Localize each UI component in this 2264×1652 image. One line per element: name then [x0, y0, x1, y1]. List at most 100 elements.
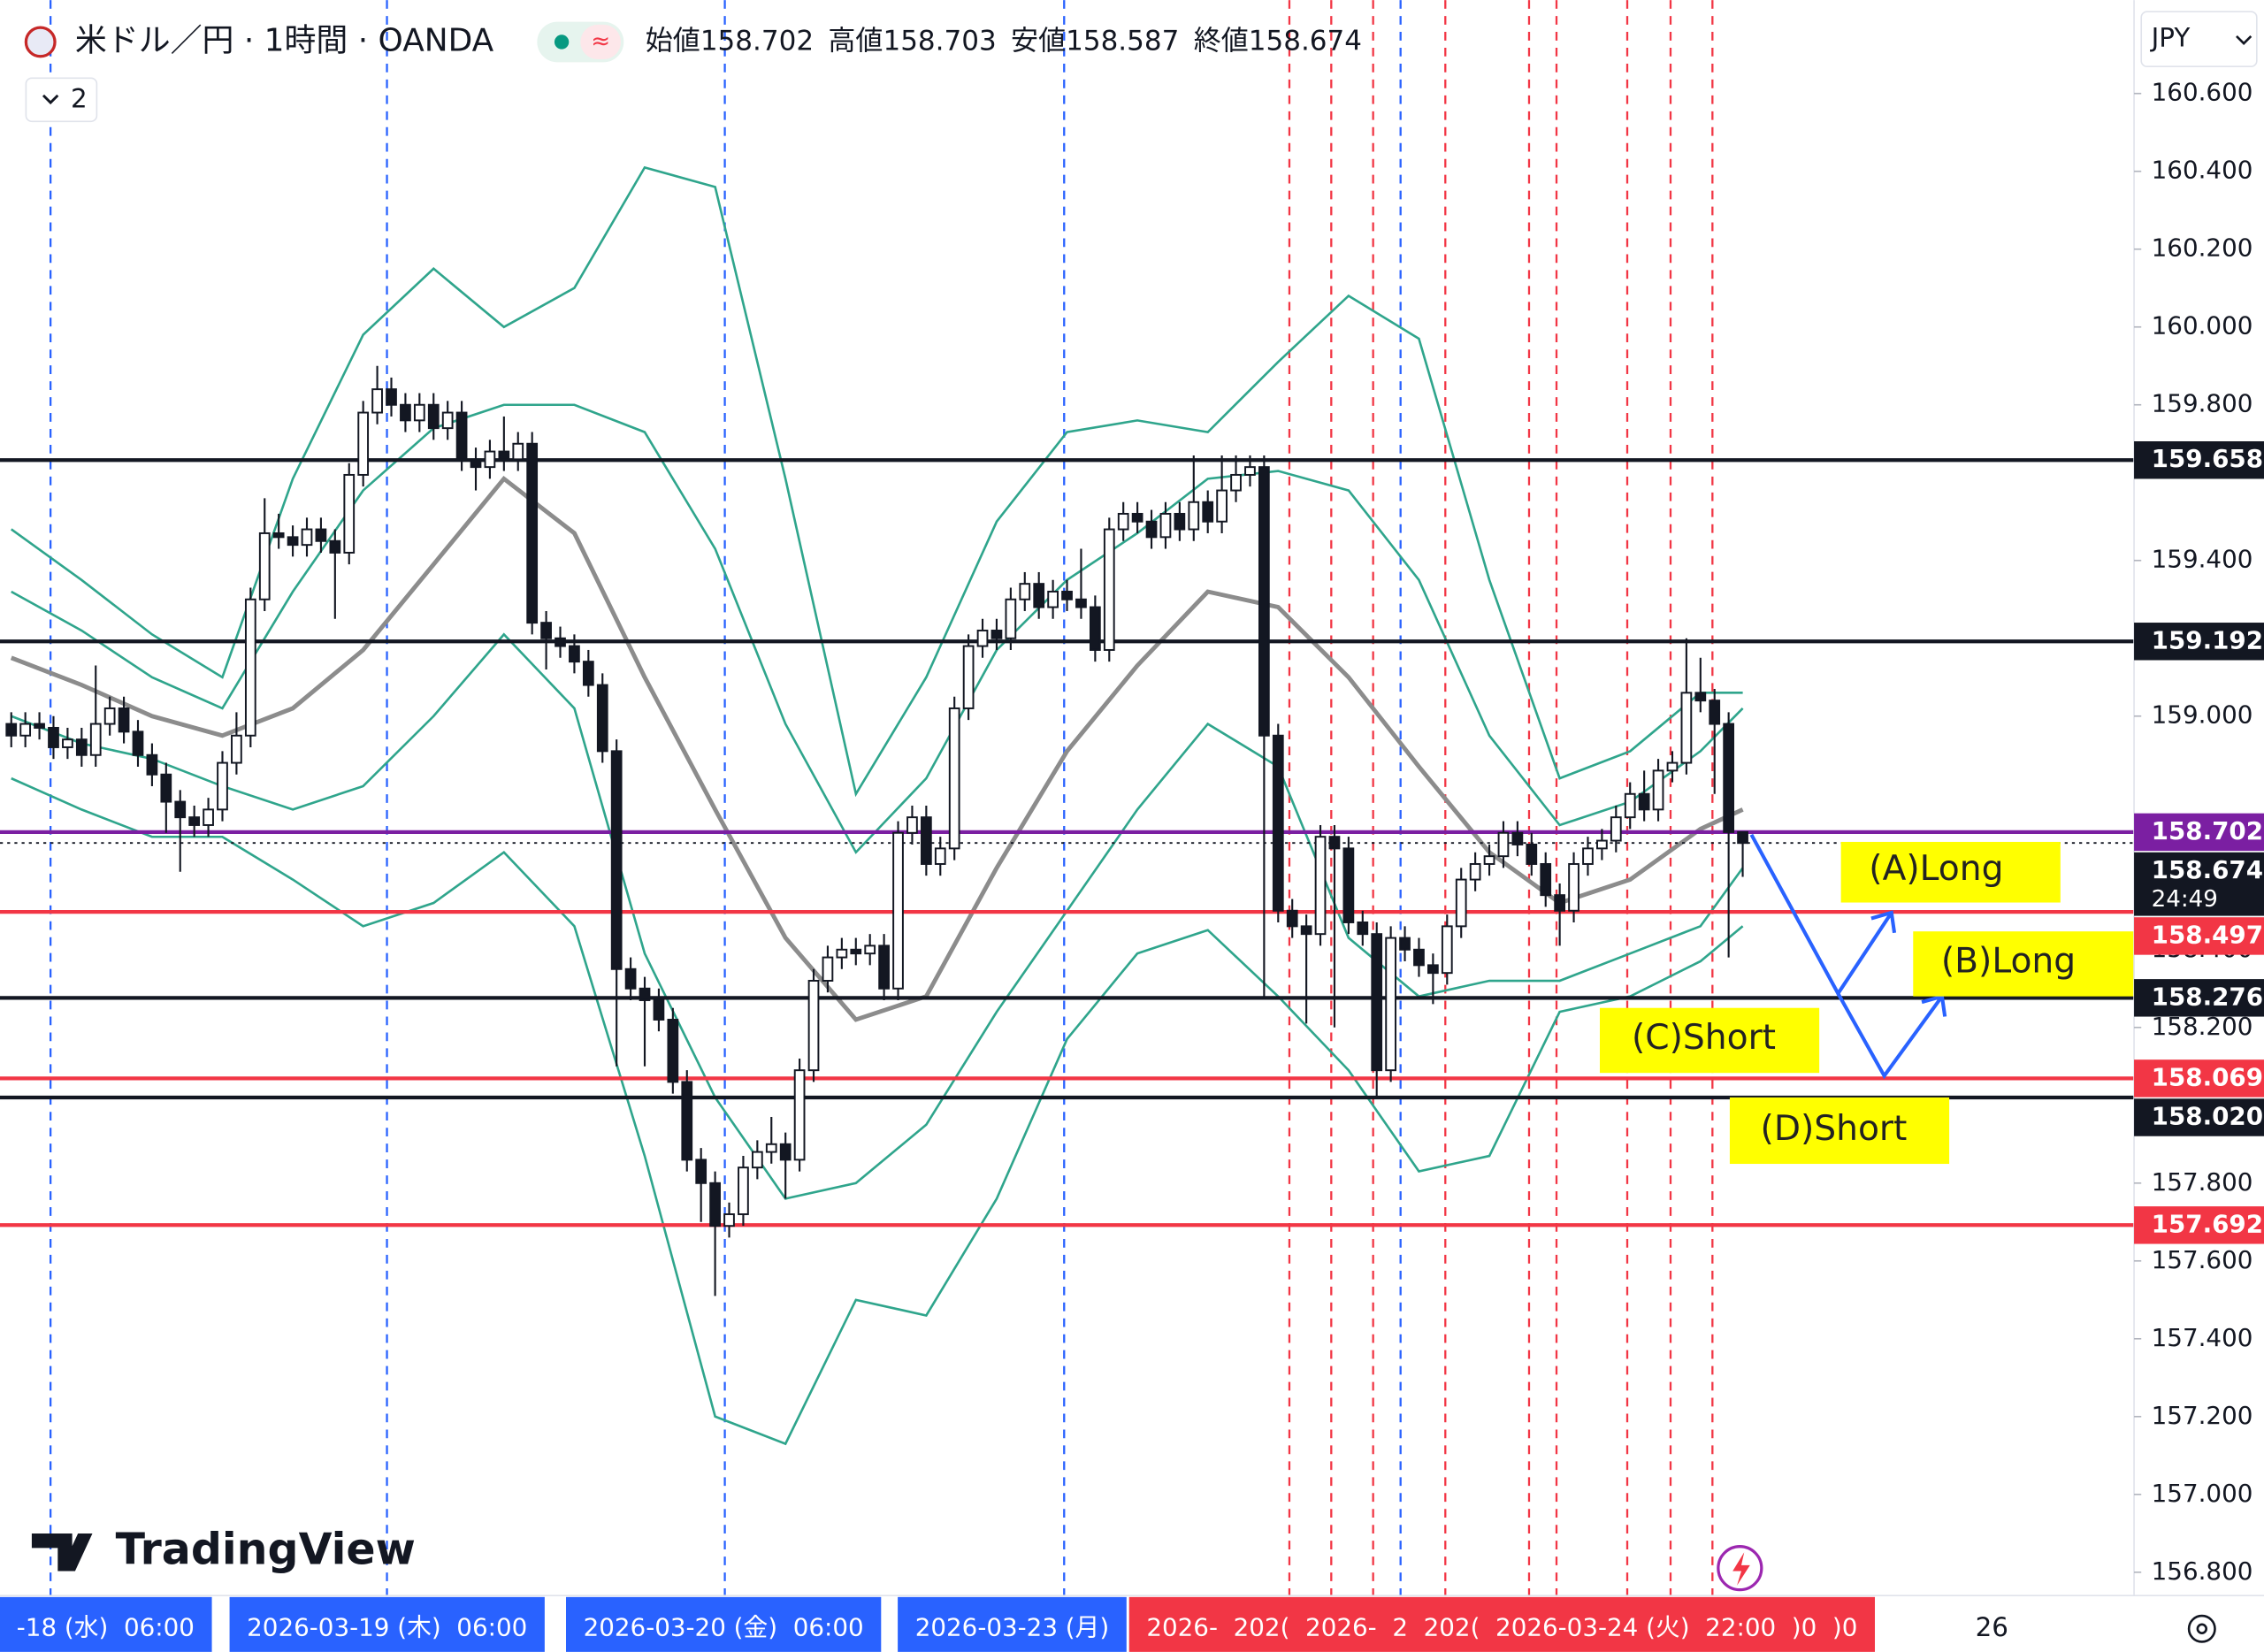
candle-body	[1568, 862, 1579, 912]
candle-body	[850, 948, 862, 955]
candle-body	[1117, 512, 1129, 531]
candle-body	[1596, 839, 1608, 850]
annotations: (A)Long (B)Long (C)Short (D)Short	[1599, 841, 2135, 1165]
candle-body	[1089, 606, 1101, 651]
candle-body	[329, 539, 341, 554]
candle-body	[217, 761, 228, 811]
price-label: 158.020	[2152, 1101, 2263, 1130]
high-value: 158.703	[883, 25, 996, 57]
candle-body	[864, 945, 876, 955]
x-tick-box	[229, 1596, 545, 1652]
candle-body	[934, 847, 946, 865]
y-tick-label: 160.400	[2152, 156, 2253, 185]
candle-body	[624, 967, 637, 990]
candle-body	[484, 450, 496, 469]
price-label-box	[2134, 917, 2264, 955]
x-tick-box	[566, 1596, 882, 1652]
candle-body	[62, 738, 73, 748]
candle-body	[1413, 948, 1425, 967]
y-tick-label: 157.400	[2152, 1323, 2253, 1352]
candle-body	[1554, 894, 1566, 912]
candle-body	[174, 800, 187, 819]
x-tick-label: -18 (水) 06:00	[17, 1613, 195, 1642]
indicator-count: 2	[71, 83, 88, 113]
candle-body	[89, 723, 102, 756]
candle-body	[301, 528, 313, 547]
candle-body	[1286, 909, 1298, 928]
y-tick-label: 159.400	[2152, 545, 2253, 574]
currency: JPY	[2150, 23, 2191, 53]
annotation: (D)Short	[1761, 1109, 1908, 1149]
candle-body	[5, 723, 18, 737]
candle-body	[836, 948, 848, 959]
price-label: 158.702	[2152, 816, 2263, 845]
band-line	[11, 776, 1744, 1446]
candle-body	[1455, 878, 1467, 928]
candle-body	[793, 1069, 806, 1161]
candle-body	[1047, 590, 1059, 608]
candle-body	[962, 645, 975, 709]
price-label-box	[2134, 1206, 2264, 1244]
candle-body	[272, 532, 285, 539]
candle-body	[1159, 512, 1172, 539]
candle-body	[1427, 964, 1439, 975]
close-label: 終値	[1194, 25, 1249, 57]
candle-body	[371, 388, 383, 414]
header: 米ドル／円 · 1時間 · OANDA ≈ 始値158.702 高値158.703…	[24, 21, 1362, 123]
candle-body	[427, 403, 440, 430]
price-label: 159.658	[2152, 444, 2263, 473]
ohlc-legend: 始値158.702 高値158.703 安値158.587 終値158.674	[646, 25, 1362, 57]
x-tick-label: 2026- 202( 2026- 2 202( 2026-03-24 (火) 2…	[1146, 1613, 1857, 1642]
candle-body	[1103, 528, 1115, 651]
y-tick-label: 160.600	[2152, 78, 2253, 107]
candle-body	[441, 411, 454, 430]
candle-body	[1371, 933, 1383, 1072]
candle-body	[386, 388, 397, 406]
candle-body	[948, 707, 960, 850]
price-label: 158.497	[2152, 920, 2263, 949]
candle-body	[751, 1151, 763, 1169]
settings-icon[interactable]	[2187, 1614, 2216, 1643]
annotation-box	[1599, 1007, 1820, 1074]
band-line	[11, 403, 1744, 854]
candle-body	[498, 450, 510, 461]
candle-body	[1582, 847, 1594, 865]
candle-body	[765, 1143, 777, 1153]
candle-body	[1497, 831, 1510, 858]
status-badge	[580, 24, 622, 60]
price-label: 158.674	[2152, 855, 2263, 884]
countdown: 24:49	[2152, 886, 2218, 913]
candle-body	[400, 403, 411, 422]
status-dot	[554, 34, 570, 50]
alert-icon[interactable]	[1717, 1545, 1763, 1592]
candle-body	[596, 684, 608, 753]
y-tick-label: 156.800	[2152, 1556, 2253, 1586]
candle-body	[639, 987, 651, 1001]
price-axis: JPY 160.600 160.400 160.200 160.000 159.800 1…	[2133, 0, 2264, 1652]
candle-body	[1441, 925, 1453, 975]
candle-body	[1328, 836, 1341, 850]
logo-text: TradingView	[116, 1525, 416, 1575]
time-axis: -18 (水) 06:00 2026-03-19 (木) 06:00 2026-03…	[0, 1595, 2264, 1652]
currency-button[interactable]	[2140, 11, 2258, 68]
indicator-toggle[interactable]	[25, 77, 98, 123]
candle-body	[892, 831, 904, 990]
candle-body	[920, 816, 932, 865]
candle-body	[287, 536, 299, 547]
candle-body	[1019, 583, 1031, 600]
price-label-box	[2134, 1098, 2264, 1136]
candle-body	[244, 598, 256, 737]
price-label-box	[2134, 813, 2264, 852]
candle-body	[1694, 692, 1707, 702]
candle-body	[779, 1143, 792, 1161]
candle-body	[1005, 598, 1017, 639]
candle-body	[455, 411, 468, 461]
y-tick-label: 159.800	[2152, 389, 2253, 418]
x-tick-box	[898, 1596, 1127, 1652]
candle-body	[1723, 723, 1735, 833]
candle-body	[357, 411, 370, 476]
candle-body	[343, 473, 356, 554]
candle-body	[1511, 831, 1524, 845]
